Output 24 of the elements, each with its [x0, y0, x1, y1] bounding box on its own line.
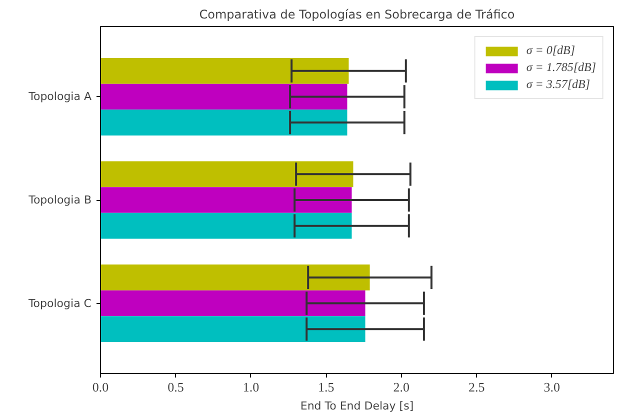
x-tick-label: 0.5 [168, 380, 184, 394]
bar [100, 110, 348, 136]
bar [100, 84, 348, 110]
bar [100, 161, 354, 188]
x-axis-title: End To End Delay [s] [300, 400, 414, 412]
x-tick-label: 0.0 [92, 380, 109, 394]
x-tick-label: 2.5 [468, 380, 485, 394]
x-tick-label: 1.5 [318, 380, 334, 394]
bar [100, 58, 349, 84]
legend-label: σ = 0[dB] [526, 43, 575, 58]
bar [100, 264, 370, 290]
y-tick-label: Topologia C [27, 296, 92, 310]
bar [100, 316, 366, 342]
legend-label: σ = 1.785[dB] [526, 60, 596, 75]
bar [100, 212, 352, 239]
x-tick-label: 3.0 [544, 380, 560, 394]
x-tick-label: 1.0 [242, 380, 260, 394]
bar [100, 187, 352, 213]
y-tick-label: Topologia A [28, 90, 92, 104]
x-tick-label: 2.0 [393, 380, 410, 394]
y-tick-label: Topologia B [28, 194, 92, 206]
legend-label: σ = 3.57[dB] [526, 77, 590, 92]
chart-title: Comparativa de Topologías en Sobrecarga de Tráfico [199, 8, 515, 22]
bar [100, 290, 366, 316]
